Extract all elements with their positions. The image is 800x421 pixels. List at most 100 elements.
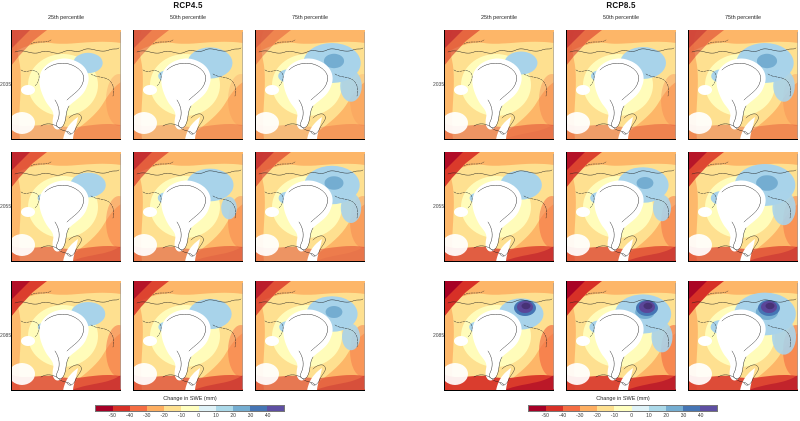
map-svg [444, 152, 554, 262]
colorbar-segment [198, 406, 216, 411]
colorbar-tick: 10 [213, 413, 219, 419]
map-svg [688, 152, 798, 262]
colorbar-tick: 40 [264, 413, 271, 419]
map-rcp45-2085-col1 [11, 281, 121, 391]
colorbar-segment [529, 406, 547, 411]
map-svg [688, 281, 798, 391]
colorbar-tick: 30 [680, 413, 687, 419]
map-rcp85-2085-col3 [688, 281, 798, 391]
colorbar-ticks: -50 -40 -30 -20 -10 0 10 20 30 40 [528, 413, 718, 421]
map-svg [133, 30, 243, 140]
colorbar [528, 405, 718, 412]
colorbar-segment [546, 406, 564, 411]
map-rcp45-2035-col3 [255, 30, 365, 140]
colorbar-tick: -10 [610, 413, 619, 419]
colorbar-segment [96, 406, 114, 411]
colorbar-segment [113, 406, 131, 411]
colorbar-segment [215, 406, 233, 411]
colorbar-segment [597, 406, 615, 411]
colorbar-tick: -40 [125, 413, 134, 419]
colorbar-tick: 40 [697, 413, 704, 419]
colorbar-tick: -20 [160, 413, 168, 419]
row-label-year: 2035 [0, 82, 12, 88]
map-svg [566, 152, 676, 262]
map-rcp45-2035-col1 [11, 30, 121, 140]
panel-title: RCP8.5 [606, 1, 636, 10]
col-header-25th: 25th percentile [47, 15, 85, 21]
colorbar-tick: 30 [247, 413, 254, 419]
row-label-year: 2085 [0, 333, 12, 339]
colorbar-segment [614, 406, 632, 411]
map-svg [11, 152, 121, 262]
map-svg [444, 30, 554, 140]
map-rcp45-2055-col1 [11, 152, 121, 262]
map-rcp45-2085-col2 [133, 281, 243, 391]
panel-rcp85: RCP8.5 25th percentile 50th percentile 75th… [433, 0, 800, 421]
colorbar-segment [164, 406, 182, 411]
colorbar-segment [130, 406, 148, 411]
colorbar-segment [563, 406, 581, 411]
panel-rcp45: RCP4.5 25th percentile 50th percentile 75th… [0, 0, 376, 421]
map-rcp85-2035-col1 [444, 30, 554, 140]
col-header-75th: 75th percentile [291, 15, 329, 21]
col-header-50th: 50th percentile [602, 15, 640, 21]
map-svg [688, 30, 798, 140]
colorbar-tick: 20 [230, 413, 236, 419]
map-rcp45-2085-col3 [255, 281, 365, 391]
col-header-50th: 50th percentile [169, 15, 207, 21]
row-label-year: 2055 [433, 204, 445, 210]
map-rcp85-2035-col2 [566, 30, 676, 140]
map-svg [255, 152, 365, 262]
map-rcp85-2085-col1 [444, 281, 554, 391]
map-svg [444, 281, 554, 391]
colorbar-tick: -40 [558, 413, 567, 419]
map-rcp85-2055-col2 [566, 152, 676, 262]
map-rcp85-2085-col2 [566, 281, 676, 391]
panel-title: RCP4.5 [173, 1, 203, 10]
map-svg [11, 281, 121, 391]
col-header-25th: 25th percentile [480, 15, 518, 21]
colorbar-segment [266, 406, 285, 411]
colorbar-tick: 0 [630, 413, 633, 419]
colorbar-segment [249, 406, 267, 411]
row-label-year: 2035 [433, 82, 445, 88]
map-svg [566, 281, 676, 391]
col-header-75th: 75th percentile [724, 15, 762, 21]
colorbar [95, 405, 285, 412]
row-label-year: 2055 [0, 204, 12, 210]
colorbar-ticks: -50 -40 -30 -20 -10 0 10 20 30 40 [95, 413, 285, 421]
map-rcp85-2055-col1 [444, 152, 554, 262]
map-svg [133, 281, 243, 391]
colorbar-segment [147, 406, 165, 411]
colorbar-tick: -10 [177, 413, 186, 419]
map-svg [133, 152, 243, 262]
colorbar-tick: -20 [593, 413, 601, 419]
colorbar-label: Change in SWE (mm) [163, 396, 217, 402]
colorbar-tick: -30 [143, 413, 151, 419]
colorbar-label: Change in SWE (mm) [596, 396, 650, 402]
colorbar-tick: -50 [541, 413, 549, 419]
colorbar-tick: 10 [646, 413, 652, 419]
map-rcp85-2055-col3 [688, 152, 798, 262]
colorbar-tick: -30 [576, 413, 584, 419]
map-rcp45-2055-col2 [133, 152, 243, 262]
colorbar-tick: 0 [197, 413, 200, 419]
map-svg [255, 281, 365, 391]
map-svg [11, 30, 121, 140]
colorbar-segment [648, 406, 666, 411]
colorbar-tick: 20 [663, 413, 669, 419]
colorbar-segment [580, 406, 598, 411]
colorbar-segment [665, 406, 683, 411]
colorbar-segment [232, 406, 250, 411]
colorbar-segment [699, 406, 718, 411]
colorbar-segment [631, 406, 649, 411]
colorbar-segment [682, 406, 700, 411]
map-rcp85-2035-col3 [688, 30, 798, 140]
colorbar-tick: -50 [108, 413, 116, 419]
colorbar-segment [181, 406, 199, 411]
row-label-year: 2085 [433, 333, 445, 339]
map-rcp45-2055-col3 [255, 152, 365, 262]
map-rcp45-2035-col2 [133, 30, 243, 140]
map-svg [566, 30, 676, 140]
map-svg [255, 30, 365, 140]
